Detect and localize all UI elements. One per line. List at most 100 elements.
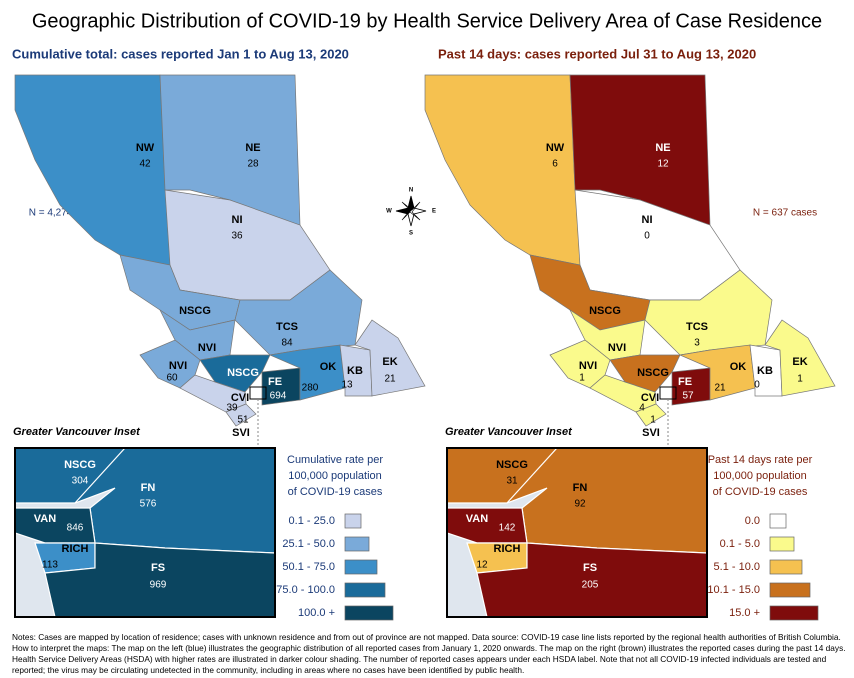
region-name: CVI (641, 392, 659, 404)
region-name: NSCG (589, 305, 621, 317)
region-name: EK (792, 356, 807, 368)
inset-title: Greater Vancouver Inset (13, 426, 141, 438)
legend-title: 100,000 population (713, 470, 807, 482)
legend-swatch (344, 559, 378, 575)
inset-region-cases: 304 (72, 476, 89, 487)
legend-label: 15.0 + (729, 607, 760, 619)
legend-label: 50.1 - 75.0 (282, 561, 335, 573)
region-name: NSCG (179, 305, 211, 317)
region-name: NVI (169, 360, 187, 372)
region-cases: 60 (166, 373, 178, 384)
legend-title: of COVID-19 cases (713, 486, 808, 498)
region-cases: 21 (714, 383, 726, 394)
legend-swatch (344, 582, 386, 598)
note-line: Health Service Delivery Areas (HSDA) wit… (12, 654, 827, 664)
title: Geographic Distribution of COVID-19 by H… (32, 10, 822, 32)
inset-region-name: VAN (34, 513, 56, 525)
inset-region-cases: 92 (574, 499, 586, 510)
region-cases: 84 (281, 338, 293, 349)
region (354, 319, 426, 397)
region-cases: 57 (682, 391, 694, 402)
region-name: NVI (608, 342, 626, 354)
compass-label: N (409, 188, 413, 194)
case-total: N = 637 cases (753, 208, 817, 219)
region-name: KB (757, 365, 773, 377)
region-name: TCS (276, 321, 298, 333)
region-cases: 28 (247, 159, 259, 170)
region (749, 344, 783, 397)
region-name: EK (382, 356, 397, 368)
legend-swatch (769, 536, 795, 552)
region-name: NVI (198, 342, 216, 354)
region-name: NE (245, 142, 260, 154)
legend-title: Cumulative rate per (287, 454, 383, 466)
region-cases: 0 (754, 380, 760, 391)
map-subtitle: Cumulative total: cases reported Jan 1 t… (12, 46, 349, 61)
inset-region-name: RICH (62, 543, 89, 555)
inset-region-name: FS (583, 562, 597, 574)
region-name: NI (232, 214, 243, 226)
legend-label: 0.1 - 5.0 (720, 538, 760, 550)
note-line: How to interpret the maps: The map on th… (12, 643, 846, 653)
legend-title: of COVID-19 cases (288, 486, 383, 498)
region-name: TCS (686, 321, 708, 333)
inset-region-cases: 846 (67, 523, 84, 534)
region-cases: 13 (341, 380, 353, 391)
region (14, 74, 176, 266)
region-cases: 51 (237, 415, 249, 426)
region-name: NVI (579, 360, 597, 372)
legend-swatch (344, 536, 370, 552)
legend-swatch (769, 605, 819, 621)
region-cases: 694 (270, 391, 287, 402)
region-cases: 0 (644, 231, 650, 242)
inset-frame (14, 447, 276, 618)
note-line: reported; the virus may be circulating u… (12, 665, 524, 675)
map-subtitle: Past 14 days: cases reported Jul 31 to A… (438, 46, 756, 61)
inset-region-cases: 576 (140, 499, 157, 510)
region-cases: 21 (384, 374, 396, 385)
region-cases: 1 (797, 374, 803, 385)
legend-label: 5.1 - 10.0 (714, 561, 760, 573)
legend-swatch (769, 513, 787, 529)
region (164, 189, 331, 301)
inset-region-cases: 969 (150, 580, 167, 591)
region-name: NW (546, 142, 565, 154)
inset-region-name: FN (573, 482, 588, 494)
inset-region-name: FS (151, 562, 165, 574)
compass-label: E (432, 209, 436, 215)
region-name: OK (730, 361, 747, 373)
compass: N E S W (386, 188, 436, 237)
inset-region-cases: 205 (582, 580, 599, 591)
legend-label: 0.1 - 25.0 (289, 515, 335, 527)
region-cases: 1 (650, 415, 656, 426)
legend-label: 25.1 - 50.0 (282, 538, 335, 550)
legend-swatch (769, 559, 803, 575)
legend-title: 100,000 population (288, 470, 382, 482)
legend-title: Past 14 days rate per (708, 454, 813, 466)
region-name: SVI (642, 427, 660, 439)
legend-label: 75.0 - 100.0 (276, 584, 335, 596)
inset-region-cases: 113 (42, 560, 58, 571)
map-panel: Cumulative total: cases reported Jan 1 t… (12, 46, 426, 621)
region (764, 319, 836, 397)
region-name: FE (678, 376, 692, 388)
region-name: NSCG (227, 367, 259, 379)
region-name: NW (136, 142, 155, 154)
inset-region-name: VAN (466, 513, 488, 525)
region-cases: 280 (302, 383, 319, 394)
inset-region-cases: 12 (476, 560, 488, 571)
inset-region-name: NSCG (64, 459, 96, 471)
region-cases: 3 (694, 338, 700, 349)
region-name: CVI (231, 392, 249, 404)
map-panel: Past 14 days: cases reported Jul 31 to A… (424, 46, 836, 621)
region-cases: 42 (139, 159, 151, 170)
region-name: NE (655, 142, 670, 154)
legend-swatch (344, 513, 362, 529)
legend-swatch (344, 605, 394, 621)
region-name: FE (268, 376, 282, 388)
region-cases: 39 (226, 403, 238, 414)
legend-label: 10.1 - 15.0 (707, 584, 760, 596)
region-cases: 1 (579, 373, 585, 384)
region-cases: 12 (657, 159, 669, 170)
